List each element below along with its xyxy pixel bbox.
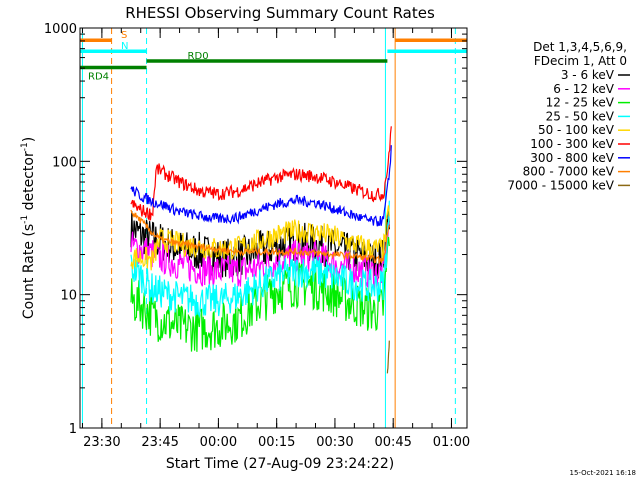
x-axis: 23:30 23:45 00:00 00:15 00:30 00:45 01:00 xyxy=(81,28,470,450)
y-tick-label: 10 xyxy=(60,289,77,304)
annotation-bar-label: RD0 xyxy=(188,51,209,62)
x-tick-label: 00:30 xyxy=(316,435,353,450)
series-line xyxy=(130,236,390,352)
x-tick-label: 23:30 xyxy=(83,435,120,450)
annotation-bar-layer: SN RD0 RD4 xyxy=(80,30,467,83)
legend-entry-label: 12 - 25 keV xyxy=(546,96,615,110)
series-line xyxy=(130,145,392,227)
series-line xyxy=(130,126,392,222)
y-axis-label-main: Count Rate (s xyxy=(21,224,37,319)
annotation-bar-label: N xyxy=(121,41,128,52)
legend-header-line-1: Det 1,3,4,5,6,9, xyxy=(533,40,627,54)
y-axis: 1 10 100 1000 xyxy=(44,22,467,437)
annotation-bar-label: S xyxy=(121,30,127,41)
legend-entry-label: 25 - 50 keV xyxy=(546,109,615,123)
legend-entry-label: 100 - 300 keV xyxy=(530,137,614,151)
x-axis-label: Start Time (27-Aug-09 23:24:22) xyxy=(166,456,394,472)
legend-entry-label: 3 - 6 keV xyxy=(561,68,615,82)
x-tick-label: 00:00 xyxy=(200,435,237,450)
y-axis-label-sup1: -1 xyxy=(20,215,30,224)
y-tick-label: 1000 xyxy=(44,22,77,37)
series-line xyxy=(130,221,390,290)
x-tick-label: 00:15 xyxy=(258,435,295,450)
plot-frame xyxy=(79,27,468,429)
legend-entry-label: 800 - 7000 keV xyxy=(523,165,615,179)
x-tick-label: 01:00 xyxy=(433,435,470,450)
y-axis-label-mid: detector xyxy=(21,151,37,215)
y-axis-label-sup2: -1 xyxy=(20,142,30,151)
annotation-bar-label: RD4 xyxy=(88,72,109,83)
series-line xyxy=(386,340,390,374)
series-line xyxy=(130,200,390,319)
legend: Det 1,3,4,5,6,9, FDecim 1, Att 0 3 - 6 k… xyxy=(507,40,630,192)
legend-header-line-2: FDecim 1, Att 0 xyxy=(534,54,627,68)
legend-entry-label: 50 - 100 keV xyxy=(538,123,615,137)
y-axis-label: Count Rate (s-1 detector-1) xyxy=(20,137,37,319)
y-tick-label: 1 xyxy=(69,422,77,437)
legend-entry-label: 6 - 12 keV xyxy=(553,82,615,96)
chart-title: RHESSI Observing Summary Count Rates xyxy=(125,4,435,22)
footer-date: 15-Oct-2021 16:18 xyxy=(570,469,636,477)
series-line xyxy=(130,209,390,265)
y-tick-label: 100 xyxy=(52,155,77,170)
series-layer xyxy=(130,126,392,374)
legend-entry-label: 300 - 800 keV xyxy=(530,151,614,165)
legend-entry-label: 7000 - 15000 keV xyxy=(507,178,614,192)
x-tick-label: 23:45 xyxy=(141,435,178,450)
y-axis-label-end: ) xyxy=(21,137,37,142)
x-tick-label: 00:45 xyxy=(374,435,411,450)
